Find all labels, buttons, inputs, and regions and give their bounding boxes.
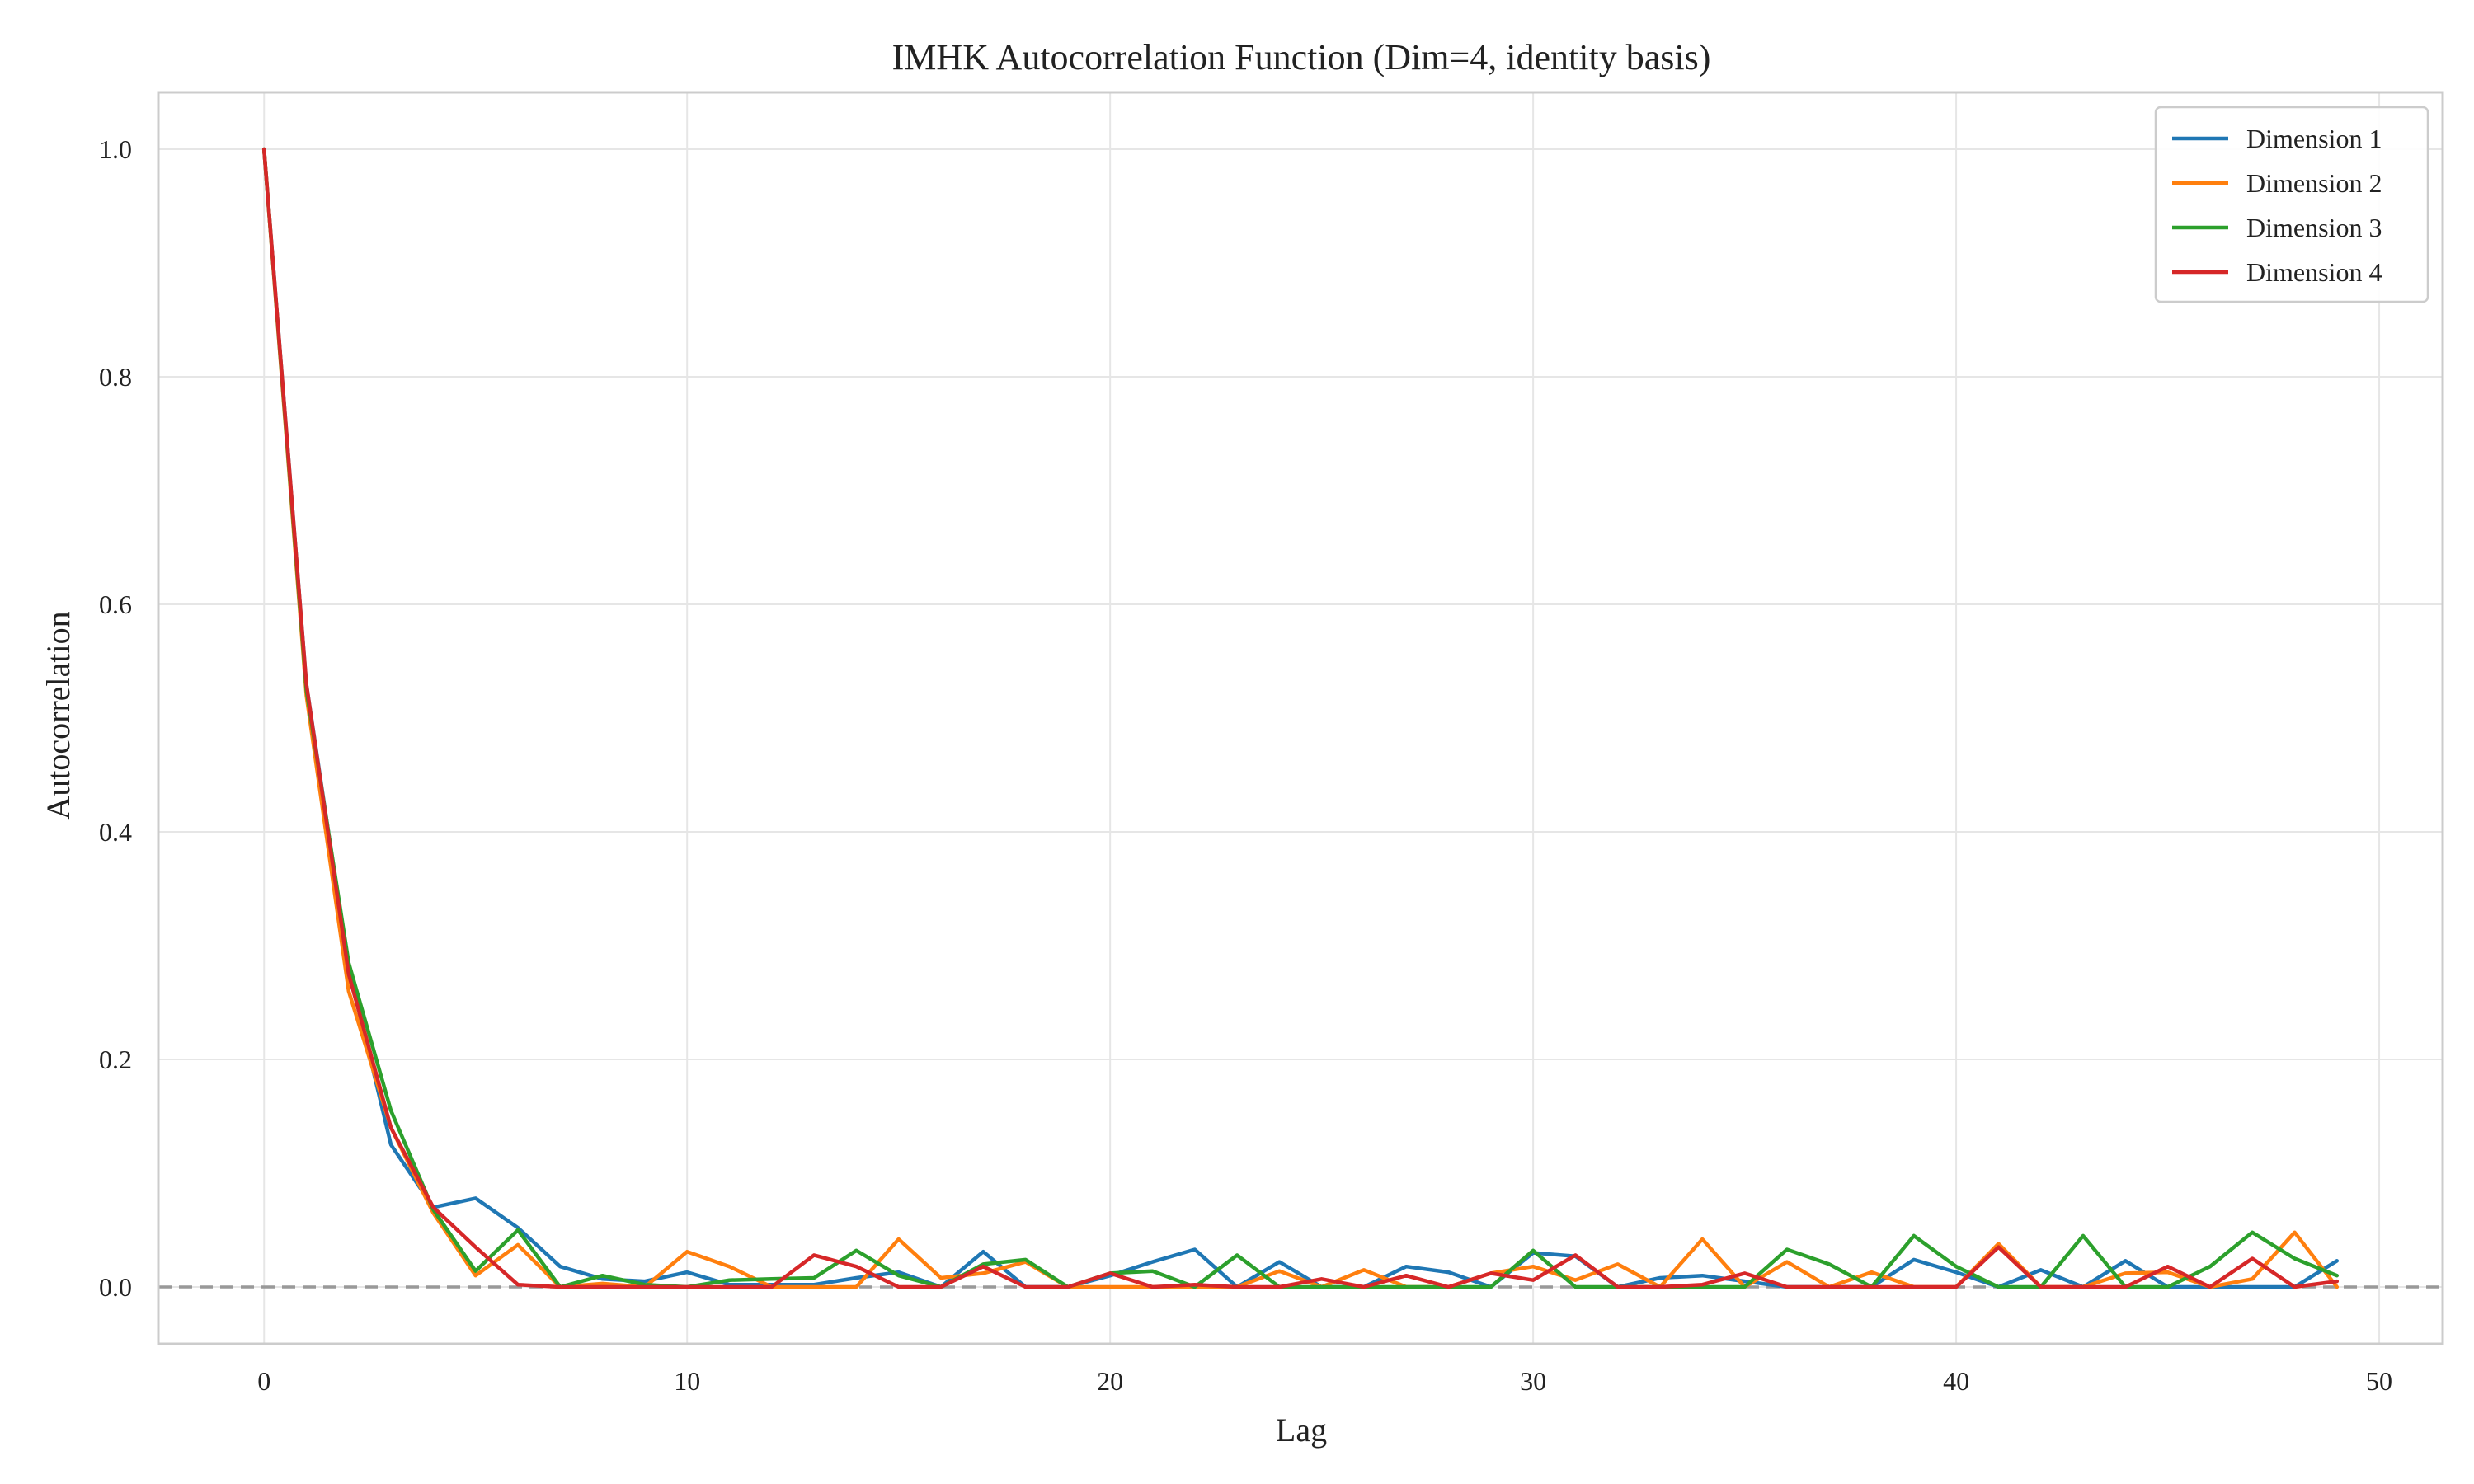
legend-entry-label: Dimension 4	[2246, 257, 2382, 287]
x-tick-label: 30	[1520, 1366, 1546, 1396]
legend-box	[2154, 106, 2429, 303]
plot-border	[157, 91, 2444, 1345]
y-tick-label: 1.0	[99, 134, 132, 164]
legend-entry-label: Dimension 1	[2246, 124, 2382, 153]
y-tick-label: 0.2	[99, 1045, 132, 1074]
x-axis-label: Lag	[1276, 1411, 1327, 1449]
chart-title: IMHK Autocorrelation Function (Dim=4, id…	[892, 37, 1711, 77]
x-tick-label: 0	[257, 1366, 270, 1396]
y-tick-label: 0.0	[99, 1272, 132, 1302]
series-line-dimension-3	[261, 147, 2340, 1289]
y-tick-label: 0.8	[99, 362, 132, 392]
series-lines	[261, 147, 2340, 1289]
x-tick-label: 50	[2366, 1366, 2392, 1396]
series-line-dimension-4	[261, 147, 2340, 1289]
x-tick-label: 40	[1943, 1366, 1969, 1396]
legend-entry-label: Dimension 2	[2246, 168, 2382, 198]
x-tick-label: 10	[674, 1366, 700, 1396]
y-tick-label: 0.4	[99, 817, 132, 847]
series-line-dimension-2	[261, 147, 2340, 1289]
legend-entry-label: Dimension 3	[2246, 213, 2382, 242]
tick-labels: 0 10 20 30 40 50 0.0 0.2 0.4 0.6 0.8 1.0	[99, 134, 2392, 1396]
legend: Dimension 1 Dimension 2 Dimension 3 Dimensi…	[2154, 106, 2429, 303]
x-tick-label: 20	[1097, 1366, 1123, 1396]
y-axis-label: Autocorrelation	[40, 611, 77, 819]
y-tick-label: 0.6	[99, 589, 132, 619]
plot-frame	[157, 91, 2444, 1345]
